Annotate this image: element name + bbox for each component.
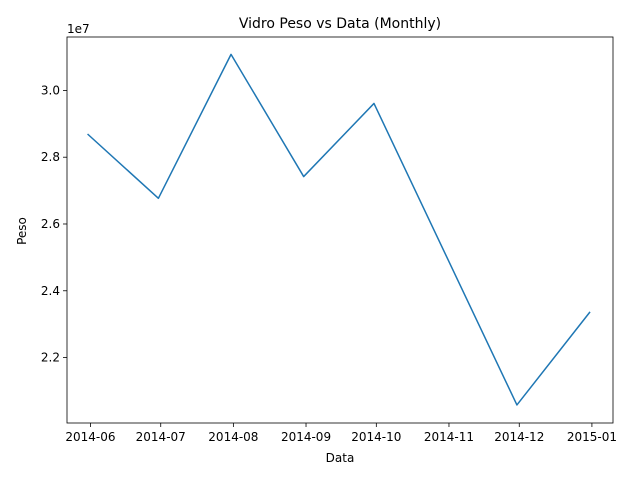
x-tick-label: 2014-11 xyxy=(424,430,474,444)
x-tick-label: 2015-01 xyxy=(567,430,617,444)
y-axis-label: Peso xyxy=(15,217,29,245)
x-tick-label: 2014-06 xyxy=(65,430,115,444)
y-tick-label: 2.2 xyxy=(41,351,60,365)
y-tick-label: 3.0 xyxy=(41,83,60,97)
x-tick-label: 2014-10 xyxy=(351,430,401,444)
x-tick-label: 2014-07 xyxy=(136,430,186,444)
axes-frame xyxy=(66,36,614,424)
y-tick-label: 2.8 xyxy=(41,150,60,164)
x-tick-label: 2014-08 xyxy=(208,430,258,444)
chart-title: Vidro Peso vs Data (Monthly) xyxy=(239,16,441,32)
series-line-0 xyxy=(87,53,591,406)
x-axis-label: Data xyxy=(326,451,355,465)
y-offset-label: 1e7 xyxy=(67,22,90,36)
plot-area: 2014-06 2014-07 2014-08 2014-09 2014-10 2014-… xyxy=(41,36,617,444)
y-tick-label: 2.4 xyxy=(41,284,60,298)
x-tick-label: 2014-12 xyxy=(494,430,544,444)
y-tick-label: 2.6 xyxy=(41,217,60,231)
x-tick-label: 2014-09 xyxy=(281,430,331,444)
